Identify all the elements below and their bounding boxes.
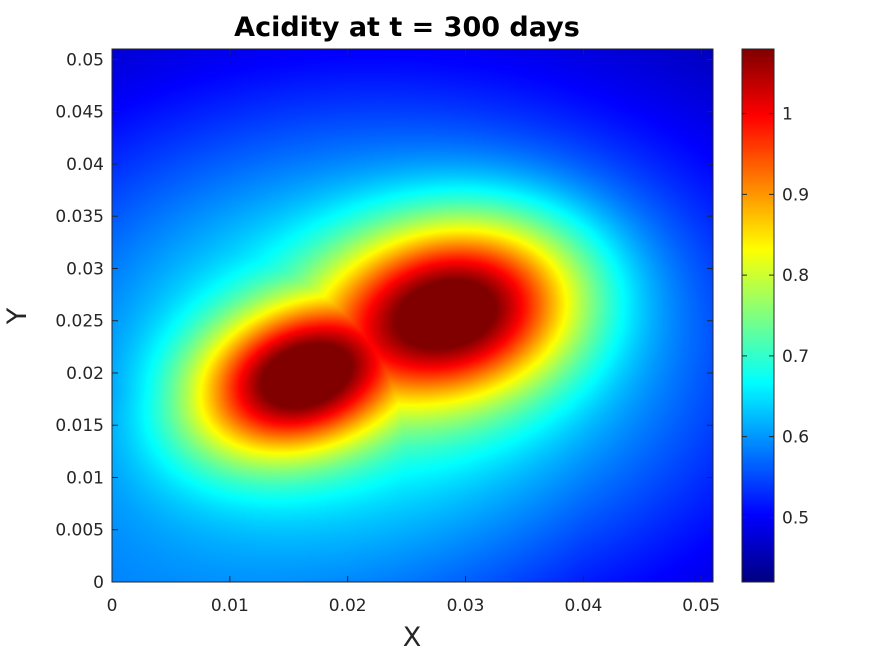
y-tick-label: 0.03 (66, 259, 104, 279)
colorbar-tick-label: 1 (782, 105, 793, 125)
colorbar-tick-label: 0.9 (782, 185, 809, 205)
plot-frame (111, 48, 714, 583)
y-tick-label: 0.04 (66, 155, 104, 175)
heatmap-image (112, 49, 713, 582)
y-axis-label: Y (2, 307, 33, 325)
y-tick-label: 0.05 (66, 50, 104, 70)
y-tick-label: 0.01 (66, 468, 104, 488)
colorbar-frame (741, 48, 775, 583)
y-tick-label: 0.02 (66, 364, 104, 384)
x-tick-label: 0.03 (447, 596, 485, 616)
colorbar-tick-label: 0.8 (782, 266, 809, 286)
colorbar-tick-label: 0.7 (782, 347, 809, 367)
colorbar-tick-label: 0.6 (782, 428, 809, 448)
colorbar (742, 49, 774, 582)
y-tick-label: 0.015 (55, 416, 104, 436)
y-tick-label: 0.005 (55, 521, 104, 541)
colorbar-ticks: 0.5 0.6 0.7 0.8 0.9 1 (742, 105, 809, 528)
colorbar-tick-label: 0.5 (782, 508, 809, 528)
y-tick-label: 0.035 (55, 207, 104, 227)
chart-title: Acidity at t = 300 days (234, 12, 580, 43)
x-tick-label: 0 (107, 596, 118, 616)
x-tick-label: 0.01 (211, 596, 249, 616)
y-tick-label: 0.025 (55, 312, 104, 332)
x-tick-label: 0.04 (564, 596, 602, 616)
x-axis-label: X (403, 622, 422, 653)
x-axis-ticks: 0 0.01 0.02 0.03 0.04 0.05 (107, 49, 720, 616)
x-tick-label: 0.02 (329, 596, 367, 616)
y-axis-ticks: 0 0.005 0.01 0.015 0.02 0.025 0.03 0.035 0.04 0.0… (55, 50, 713, 593)
x-tick-label: 0.05 (682, 596, 720, 616)
y-tick-label: 0.045 (55, 103, 104, 123)
y-tick-label: 0 (93, 573, 104, 593)
